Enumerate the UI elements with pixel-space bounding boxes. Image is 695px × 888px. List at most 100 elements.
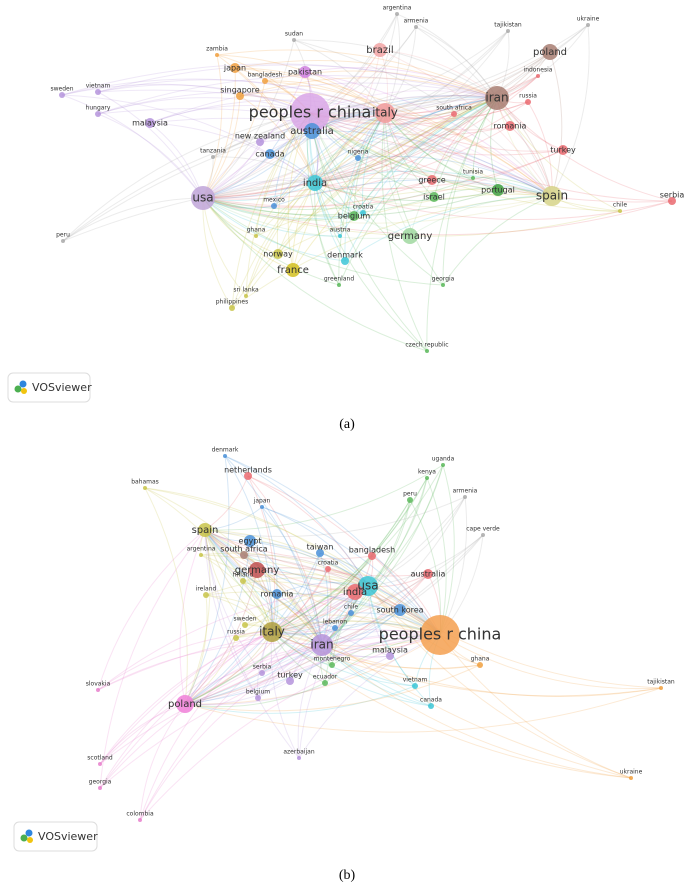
node <box>199 553 203 557</box>
edge <box>297 644 323 759</box>
node-label: croatia <box>353 204 374 211</box>
edges <box>61 13 673 821</box>
node-label: peru <box>403 491 417 498</box>
node <box>629 776 633 780</box>
node-label: south korea <box>376 606 423 615</box>
edge <box>298 634 441 759</box>
edge <box>184 573 429 705</box>
edge <box>184 477 428 705</box>
edge <box>321 496 466 646</box>
edge <box>409 97 498 237</box>
edge <box>257 634 441 699</box>
node-label: pakistan <box>288 68 322 77</box>
edge <box>309 75 539 118</box>
logo-icon <box>19 380 27 388</box>
edge <box>309 112 621 212</box>
edge <box>61 94 204 199</box>
edge <box>99 585 369 765</box>
node <box>223 454 227 458</box>
edge <box>202 49 381 199</box>
node <box>394 604 406 616</box>
node <box>290 93 330 133</box>
node <box>407 497 413 503</box>
edge <box>205 594 323 646</box>
edge <box>309 112 474 179</box>
node <box>485 86 509 110</box>
edge <box>99 644 323 789</box>
edge <box>271 631 481 669</box>
node <box>395 12 399 16</box>
node-label: nigeria <box>348 149 369 156</box>
edge <box>338 97 498 286</box>
node-label: turkey <box>277 671 303 680</box>
edge <box>314 112 386 184</box>
logo-text: VOSviewer <box>32 381 92 394</box>
node <box>542 186 562 206</box>
node-label: tajikistan <box>494 22 522 29</box>
edge <box>202 130 313 199</box>
edge <box>261 633 441 674</box>
node <box>286 263 300 277</box>
node <box>338 234 342 238</box>
edge <box>184 644 323 705</box>
node <box>316 549 324 557</box>
edge <box>314 97 498 184</box>
node <box>203 592 209 598</box>
node-label: australia <box>290 126 334 137</box>
edge <box>204 529 323 646</box>
edge <box>384 94 498 114</box>
edge <box>234 67 386 114</box>
edge <box>309 112 673 203</box>
node <box>348 610 354 616</box>
node <box>240 551 248 559</box>
edge <box>367 534 484 587</box>
edge <box>184 569 258 705</box>
edge <box>273 97 498 207</box>
edge <box>184 631 273 705</box>
node-label: slovakia <box>86 681 111 688</box>
edge <box>496 97 673 202</box>
edge <box>202 125 511 200</box>
edge <box>200 554 441 636</box>
node-label: ukraine <box>577 16 600 23</box>
node-label: malaysia <box>132 119 168 128</box>
node <box>198 523 212 537</box>
edge <box>249 540 323 646</box>
node <box>423 569 433 579</box>
edge <box>261 506 323 646</box>
node <box>558 145 568 155</box>
node-label: mexico <box>263 197 285 204</box>
edge <box>97 75 498 115</box>
node <box>492 184 504 196</box>
edge <box>433 97 498 198</box>
node <box>244 472 252 480</box>
edge <box>384 97 498 117</box>
edge <box>255 188 553 237</box>
edge <box>277 97 498 255</box>
edge <box>149 122 316 184</box>
edge <box>202 182 316 202</box>
node-label: armenia <box>404 18 429 25</box>
edge <box>314 30 509 184</box>
edge <box>321 464 444 646</box>
node <box>463 495 467 499</box>
edge <box>97 84 311 114</box>
edge <box>271 499 411 633</box>
edge <box>264 80 553 197</box>
edge <box>357 97 498 159</box>
node <box>373 43 387 57</box>
node-label: bangladesh <box>248 72 283 79</box>
edge <box>293 39 498 99</box>
edge <box>61 78 386 114</box>
node <box>355 155 361 161</box>
node <box>586 23 590 27</box>
node-label: austria <box>330 227 351 234</box>
node <box>412 683 418 689</box>
node <box>98 786 102 790</box>
edge <box>314 97 498 184</box>
edge <box>204 529 401 611</box>
node <box>233 635 239 641</box>
logo: VOSviewer <box>13 821 98 852</box>
edge <box>409 195 553 237</box>
edge <box>527 101 553 197</box>
